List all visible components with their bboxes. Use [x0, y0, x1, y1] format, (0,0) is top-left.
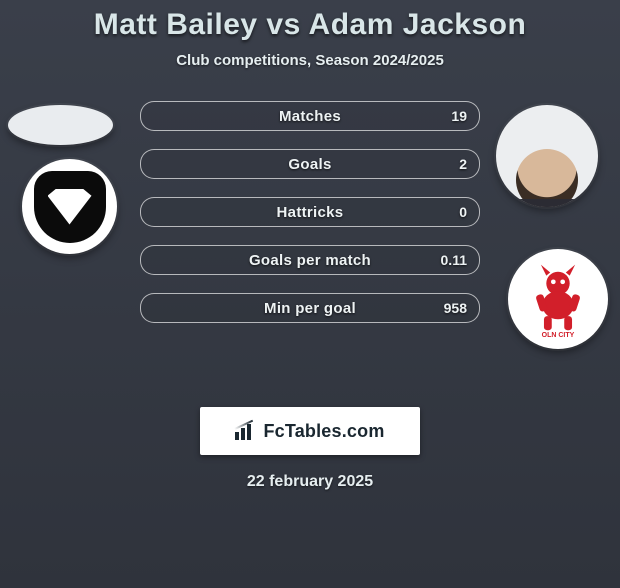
stat-right-value: 0 — [459, 198, 467, 226]
imp-icon: OLN CITY — [519, 260, 597, 338]
stat-bar-min-per-goal: Min per goal 958 — [140, 293, 480, 323]
stat-label: Min per goal — [264, 300, 356, 317]
comparison-stage: OLN CITY Matches 19 Goals 2 Hattricks 0 … — [0, 89, 620, 389]
player-head-icon — [516, 149, 578, 207]
stat-label: Matches — [279, 108, 341, 125]
page-date: 22 february 2025 — [0, 473, 620, 491]
stat-right-value: 2 — [459, 150, 467, 178]
left-club-badge — [22, 159, 117, 254]
stat-bars: Matches 19 Goals 2 Hattricks 0 Goals per… — [140, 101, 480, 341]
stat-bar-matches: Matches 19 — [140, 101, 480, 131]
stat-bar-goals-per-match: Goals per match 0.11 — [140, 245, 480, 275]
stat-label: Goals — [288, 156, 331, 173]
page-subtitle: Club competitions, Season 2024/2025 — [0, 52, 620, 69]
right-player-avatar — [496, 105, 598, 207]
stat-right-value: 0.11 — [441, 246, 467, 274]
page-title: Matt Bailey vs Adam Jackson — [0, 8, 620, 42]
shield-icon — [34, 171, 106, 243]
stat-right-value: 958 — [444, 294, 467, 322]
stat-label: Hattricks — [277, 204, 344, 221]
bar-chart-icon — [235, 422, 257, 440]
stat-bar-goals: Goals 2 — [140, 149, 480, 179]
brand-logo: FcTables.com — [235, 421, 384, 442]
stat-label: Goals per match — [249, 252, 371, 269]
svg-text:OLN CITY: OLN CITY — [542, 332, 575, 338]
stat-right-value: 19 — [451, 102, 467, 130]
right-club-badge: OLN CITY — [508, 249, 608, 349]
brand-badge: FcTables.com — [200, 407, 420, 455]
left-player-avatar — [8, 105, 113, 145]
stat-bar-hattricks: Hattricks 0 — [140, 197, 480, 227]
brand-text: FcTables.com — [263, 421, 384, 442]
